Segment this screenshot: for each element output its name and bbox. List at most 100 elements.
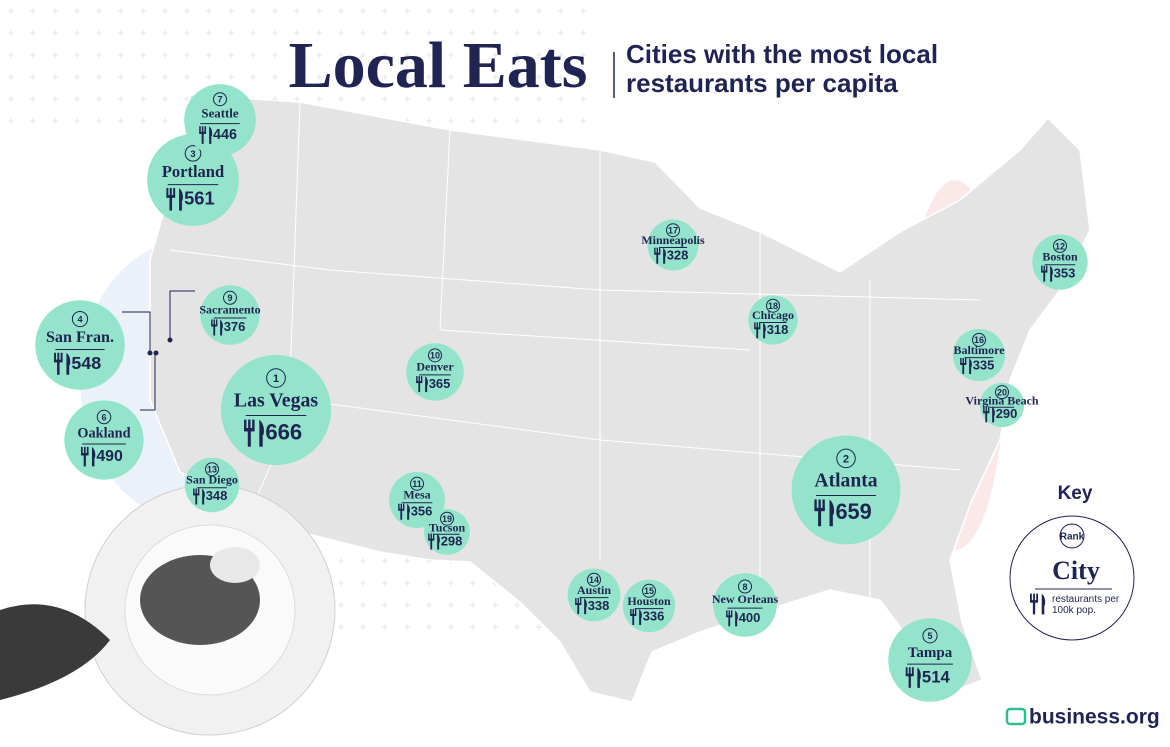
city-bubble: 5 Tampa 514	[888, 618, 972, 702]
fork-knife-icon	[193, 488, 205, 505]
icon-part	[195, 494, 198, 505]
icon-part	[60, 352, 63, 362]
restaurant-count: 298	[441, 533, 463, 548]
city-name: Sacramento	[199, 302, 260, 316]
fork-knife-icon	[960, 357, 972, 374]
icon-part	[166, 187, 169, 197]
restaurant-count: 365	[429, 376, 451, 391]
rank: 2	[843, 453, 849, 465]
city-bubble: 7 Seattle 446	[184, 84, 256, 156]
icon-part	[829, 499, 835, 527]
icon-part	[428, 533, 430, 540]
icon-part	[960, 357, 962, 364]
city-bubble: 4 San Fran. 548	[35, 300, 125, 390]
icon-part	[416, 376, 418, 383]
icon-part	[247, 429, 251, 447]
icon-part	[728, 616, 731, 627]
icon-part	[398, 503, 400, 510]
rank: 17	[668, 226, 678, 236]
icon-part	[1030, 593, 1032, 602]
plate-illustration	[0, 484, 336, 736]
logo: business.org	[1029, 706, 1160, 729]
bubble	[622, 579, 676, 633]
key-city: City	[1052, 556, 1100, 585]
icon-part	[639, 609, 642, 626]
city-name: Minneapolis	[641, 233, 705, 247]
icon-part	[202, 488, 205, 505]
rank: 10	[430, 351, 440, 361]
icon-part	[83, 446, 86, 455]
rank: 3	[190, 149, 195, 159]
key-title: Key	[1058, 483, 1093, 504]
icon-part	[211, 319, 213, 326]
icon-part	[259, 419, 264, 447]
restaurant-count: 514	[922, 667, 951, 686]
city-name: Mesa	[403, 488, 430, 502]
icon-part	[54, 352, 56, 362]
bubble	[424, 509, 470, 555]
bubble	[389, 472, 445, 528]
icon-part	[575, 598, 577, 605]
icon-part	[193, 488, 195, 495]
icon-part	[57, 361, 60, 375]
fork-knife-icon	[983, 406, 995, 423]
icon-part	[1041, 265, 1043, 272]
bubble	[952, 328, 1006, 382]
rank-circle	[1053, 238, 1067, 253]
icon-part	[220, 319, 223, 336]
restaurant-count: 290	[996, 406, 1018, 421]
fork-knife-icon	[1041, 265, 1053, 282]
restaurant-count: 353	[1054, 265, 1076, 280]
icon-part	[654, 247, 656, 254]
rank-circle	[410, 476, 424, 491]
rank: 7	[217, 95, 222, 105]
fork-knife-icon	[1030, 593, 1046, 615]
icon-part	[577, 604, 580, 615]
rank-circle	[266, 368, 286, 388]
icon-part	[814, 507, 825, 512]
rank-circle	[428, 348, 442, 363]
icon-part	[814, 499, 817, 510]
icon-part	[80, 446, 83, 455]
icon-part	[1032, 601, 1036, 615]
fork-knife-icon	[726, 610, 738, 627]
icon-part	[758, 322, 761, 329]
rank: 14	[589, 575, 599, 585]
rank: 16	[974, 335, 984, 345]
icon-part	[917, 667, 921, 688]
fork-knife-icon	[166, 187, 183, 211]
icon-part	[962, 357, 964, 364]
icon-part	[169, 196, 173, 211]
fork-knife-icon	[428, 533, 440, 550]
fork-knife-icon	[1030, 593, 1046, 615]
logo-icon	[1005, 707, 1027, 726]
icon-part	[905, 673, 914, 677]
rank: 19	[442, 514, 452, 524]
icon-part	[66, 352, 71, 375]
icon-part	[763, 322, 766, 339]
rank-circle	[440, 511, 454, 526]
icon-part	[822, 499, 825, 510]
icon-part	[83, 454, 86, 467]
icon-part	[199, 131, 207, 134]
rank: 1	[273, 373, 279, 385]
rank: 13	[207, 465, 217, 475]
icon-part	[1045, 265, 1048, 272]
icon-part	[584, 598, 587, 615]
icon-part	[248, 419, 251, 430]
icon-part	[213, 325, 216, 336]
icon-part	[197, 488, 200, 495]
icon-part	[632, 609, 634, 616]
rank-circle	[223, 290, 237, 305]
rank-circle	[922, 628, 938, 644]
icon-part	[1033, 593, 1035, 602]
fork-knife-icon	[398, 503, 410, 520]
icon-part	[656, 247, 658, 254]
